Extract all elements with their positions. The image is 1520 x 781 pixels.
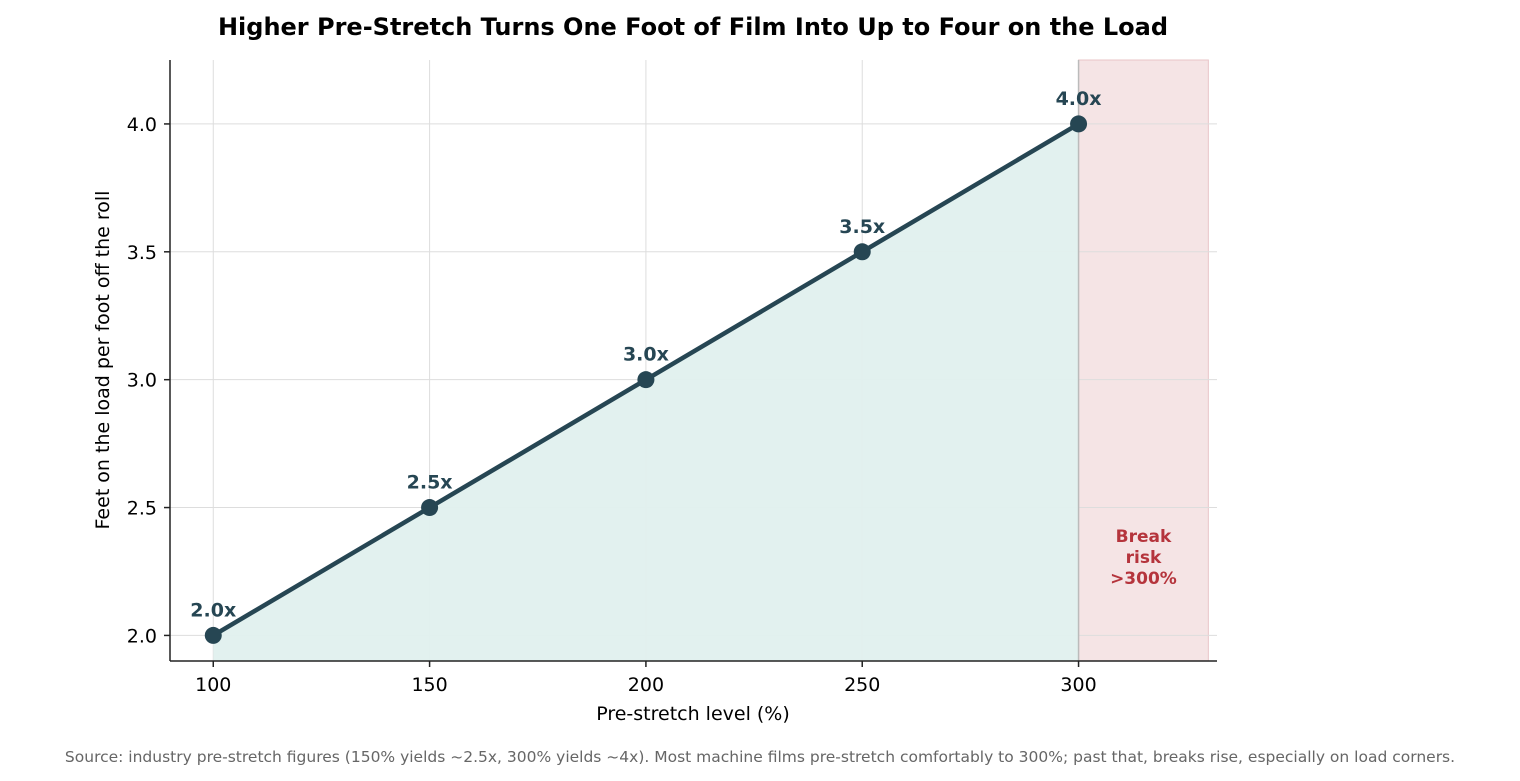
break-risk-zone	[1078, 59, 1209, 662]
y-tick-label: 3.5	[127, 242, 157, 264]
x-tick-label: 300	[1060, 674, 1096, 696]
data-label: 2.0x	[190, 599, 236, 621]
data-point	[637, 371, 655, 389]
data-label: 4.0x	[1056, 88, 1102, 110]
break-risk-label-line: >300%	[1110, 569, 1177, 589]
y-tick-label: 2.0	[127, 625, 157, 647]
x-tick-label: 150	[411, 674, 447, 696]
data-point	[1070, 115, 1088, 133]
data-point	[421, 499, 439, 517]
break-risk-label-line: Break	[1116, 527, 1172, 547]
data-point	[853, 243, 871, 261]
x-tick-label: 200	[628, 674, 664, 696]
label-layer: 2.0x 2.5x 3.0x 3.5x 4.0x 100 150 200 250 300 2.0 2.…	[127, 88, 1177, 696]
y-tick-label: 3.0	[127, 370, 157, 392]
data-label: 3.0x	[623, 344, 669, 366]
data-label: 3.5x	[839, 216, 885, 238]
axis-layer	[164, 60, 1217, 667]
y-tick-label: 2.5	[127, 498, 157, 520]
break-risk-zone-layer	[1078, 59, 1209, 662]
break-risk-label-line: risk	[1126, 548, 1162, 568]
x-axis-label: Pre-stretch level (%)	[596, 703, 790, 725]
chart-title: Higher Pre-Stretch Turns One Foot of Fil…	[218, 13, 1168, 41]
break-risk-label: Break risk >300%	[1110, 527, 1177, 589]
x-tick-label: 100	[195, 674, 231, 696]
data-point-layer	[204, 115, 1088, 644]
data-point	[204, 626, 222, 644]
y-axis-label: Feet on the load per foot off the roll	[92, 191, 114, 530]
x-tick-label: 250	[844, 674, 880, 696]
y-tick-label: 4.0	[127, 114, 157, 136]
data-label: 2.5x	[407, 472, 453, 494]
source-note: Source: industry pre-stretch figures (15…	[65, 748, 1455, 766]
